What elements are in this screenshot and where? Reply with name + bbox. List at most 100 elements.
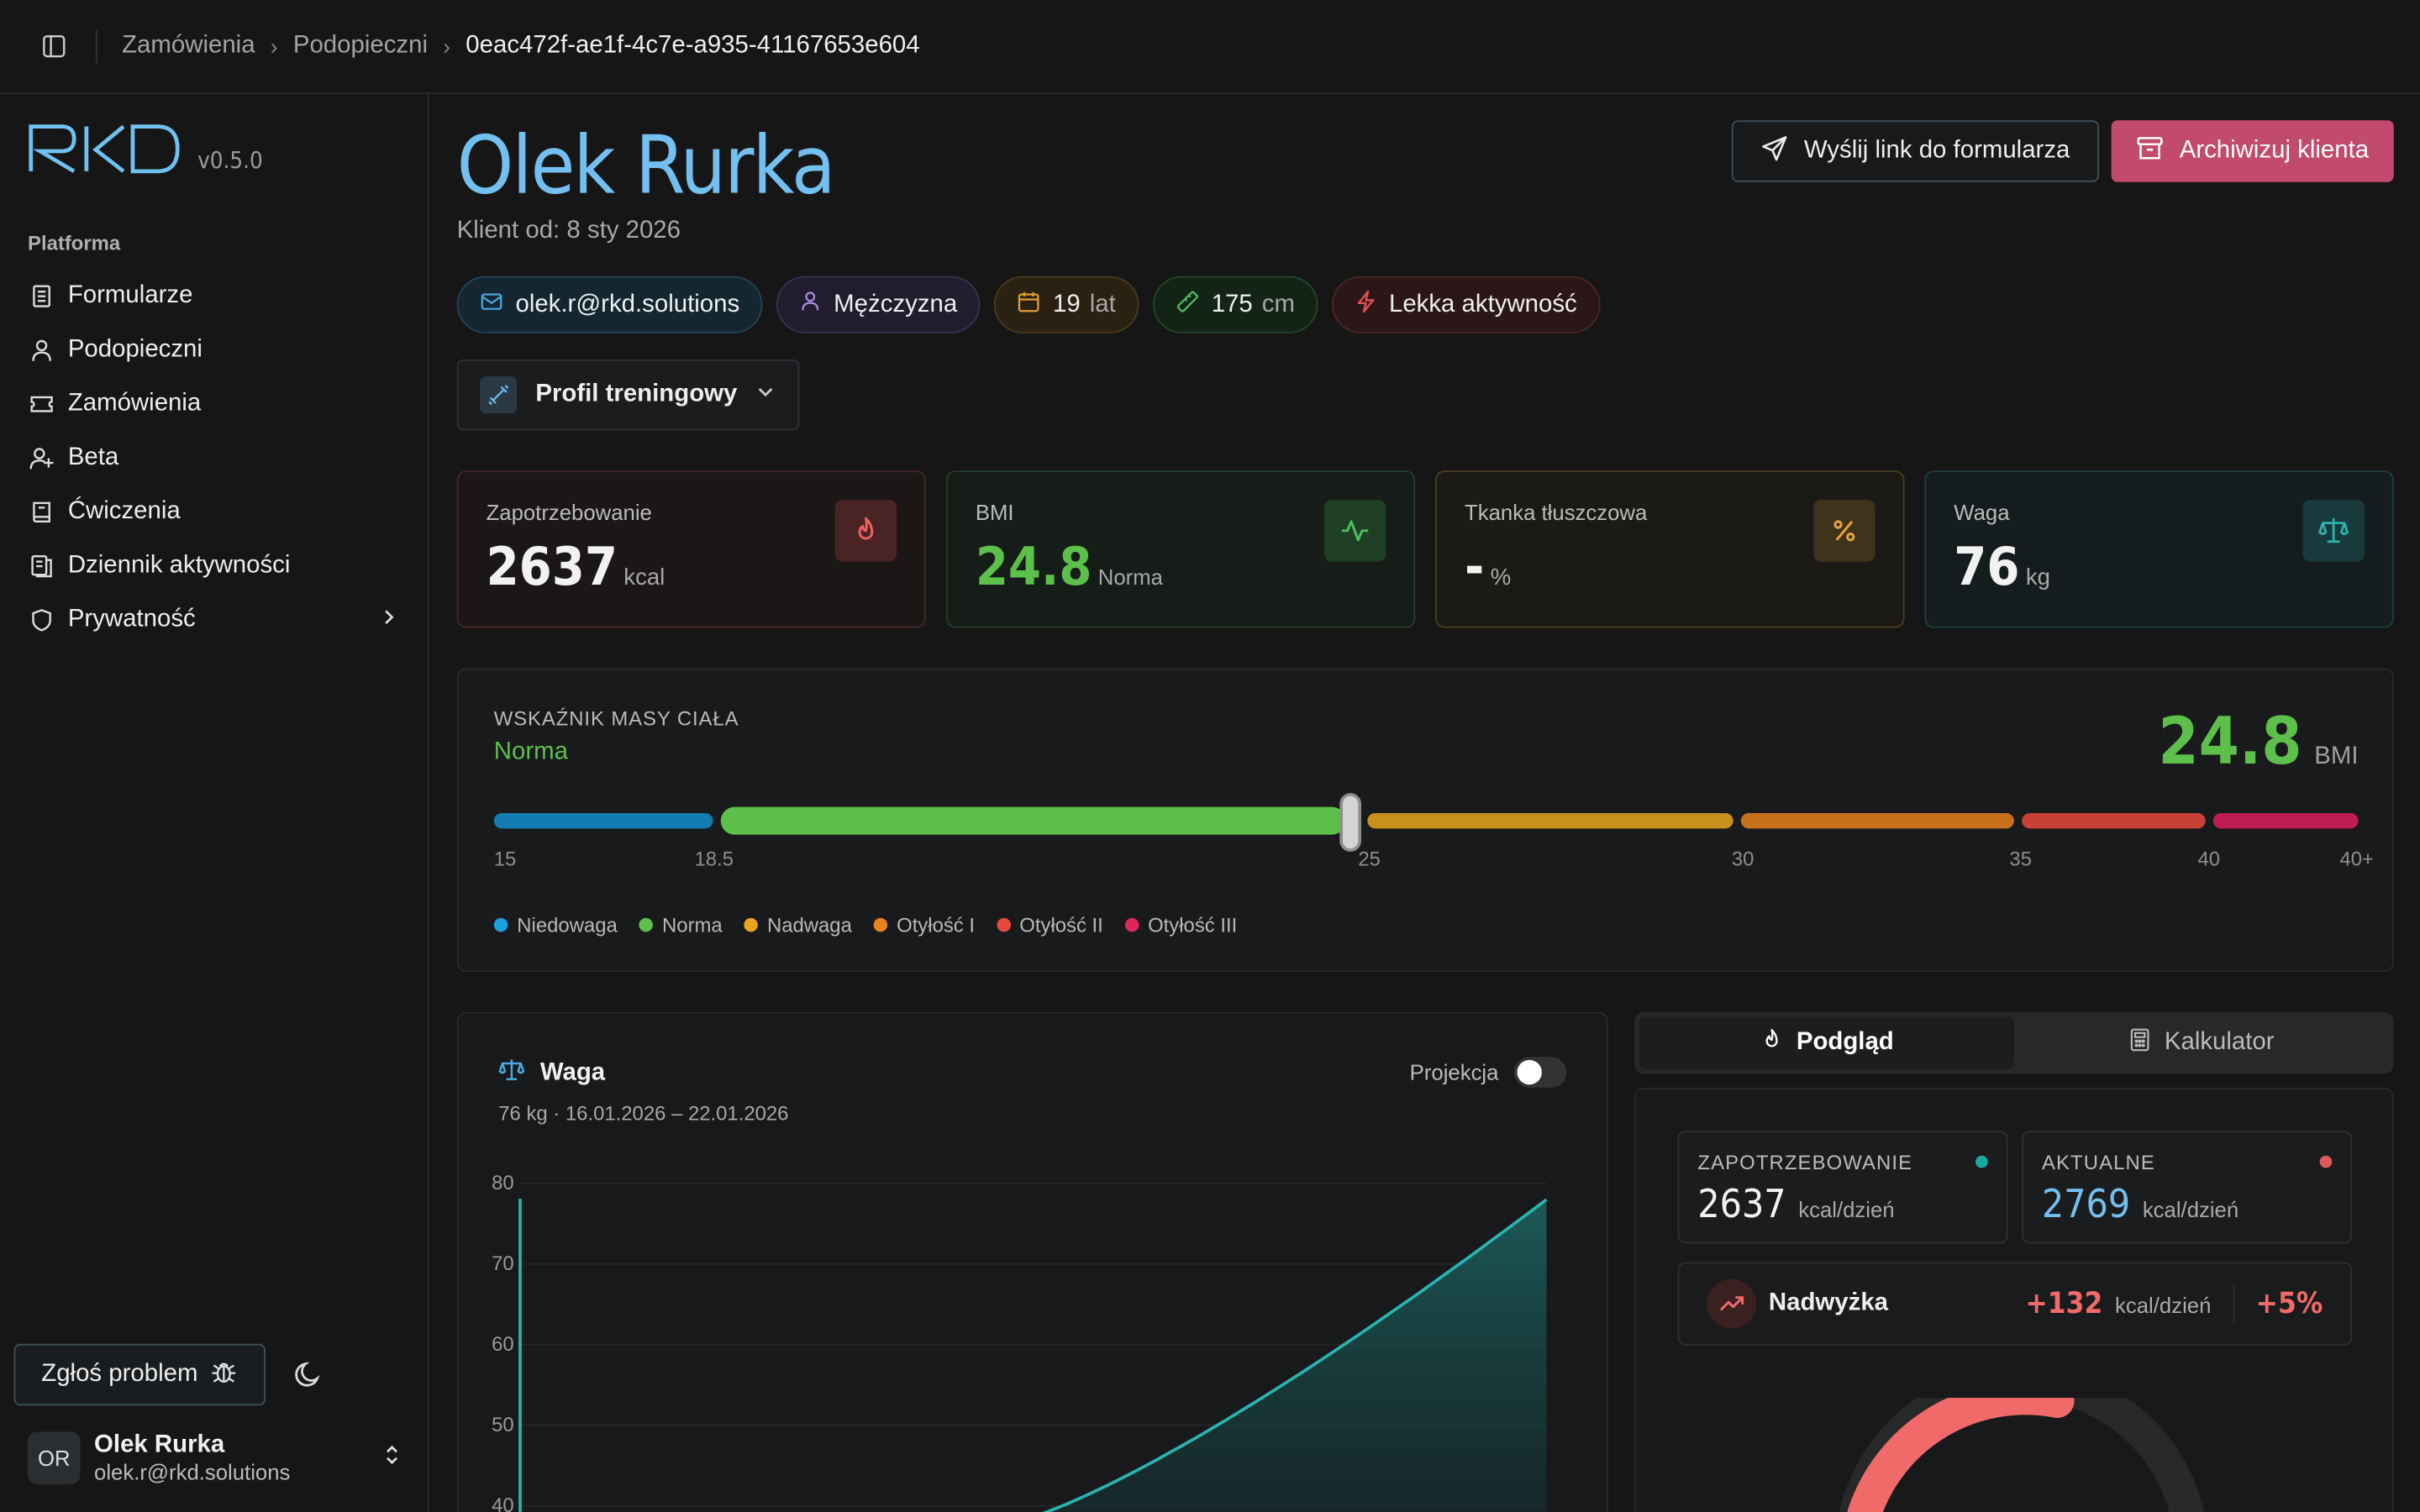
legend-label: Nadwaga (766, 913, 852, 937)
bmi-indicator-knob (1339, 793, 1362, 852)
tab-calculator[interactable]: Kalkulator (2014, 1016, 2389, 1068)
current-mini-label: AKTUALNE (2042, 1151, 2155, 1174)
age-unit: lat (1089, 291, 1116, 318)
bmi-bar-obesity-2 (2022, 812, 2206, 829)
send-form-link-button[interactable]: Wyślij link do formularza (1731, 120, 2099, 182)
breadcrumb-clients[interactable]: Podopieczni (292, 32, 428, 59)
app-version: v0.5.0 (197, 146, 263, 175)
nav-section-label: Platforma (28, 231, 121, 255)
book-icon (28, 497, 55, 525)
trending-up-icon (1707, 1278, 1757, 1329)
demand-unit: kcal (623, 564, 666, 591)
moon-icon[interactable] (290, 1356, 327, 1393)
chevron-right-icon: › (270, 34, 278, 59)
demand-mini-label: ZAPOTRZEBOWANIE (1697, 1151, 1913, 1174)
demand-mini-value: 2637 (1697, 1181, 1786, 1227)
bmi-bar-obesity-3 (2212, 812, 2359, 829)
sidebar-item-orders[interactable]: Zamówienia (15, 376, 413, 430)
tab-preview[interactable]: Podgląd (1639, 1016, 2014, 1069)
weight-chart-title-text: Waga (539, 1059, 606, 1087)
sidebar-item-beta[interactable]: Beta (15, 430, 413, 484)
current-mini-unit: kcal/dzień (2142, 1197, 2239, 1222)
client-since: Klient od: 8 sty 2026 (456, 217, 681, 244)
log-icon (28, 552, 55, 580)
report-problem-button[interactable]: Zgłoś problem (13, 1343, 266, 1406)
scale-icon (2302, 500, 2365, 562)
bmi-big-number: 24.8 (2158, 703, 2302, 780)
bmi-bar-obesity-1 (1740, 812, 2014, 829)
body-fat-value: - (1465, 537, 1485, 599)
page-title: Olek Rurka (456, 120, 836, 213)
archive-icon (2136, 134, 2164, 169)
weight-label: Waga (1954, 500, 2010, 525)
activity-chip: Lekka aktywność (1332, 276, 1601, 333)
sidebar-item-label: Beta (67, 444, 119, 470)
chevron-down-icon (755, 381, 774, 409)
legend-item: Otyłość I (873, 913, 975, 937)
sidebar: v0.5.0 Platforma Formularze Podopieczni … (0, 94, 429, 1512)
sidebar-item-activity-log[interactable]: Dziennik aktywności (15, 538, 413, 592)
flame-icon (1760, 1026, 1784, 1059)
bmi-tick: 40+ (2339, 847, 2375, 870)
breadcrumb-current: 0eac472f-ae1f-4c7e-a935-41167653e604 (466, 32, 920, 59)
height-unit: cm (1261, 291, 1295, 318)
sidebar-item-label: Formularze (67, 281, 193, 308)
calc-tabs: Podgląd Kalkulator (1634, 1011, 2394, 1074)
ticket-icon (28, 390, 55, 417)
send-icon (1760, 134, 1788, 169)
sidebar-toggle-icon[interactable] (37, 29, 71, 63)
bmi-stat-card: BMI 24.8 Norma (945, 470, 1416, 628)
sex-value: Mężczyzna (834, 291, 958, 318)
user-plus-icon (28, 444, 55, 471)
bmi-bar-overweight (1367, 812, 1733, 829)
legend-dot (493, 917, 508, 932)
bmi-scale-value: 24.8 BMI (2158, 704, 2358, 780)
user-name: Olek Rurka (94, 1431, 225, 1458)
current-mini-value: 2769 (2042, 1181, 2131, 1227)
topbar-divider (95, 29, 97, 64)
legend-label: Norma (662, 913, 723, 937)
y-tick-label: 50 (492, 1414, 514, 1436)
sidebar-item-label: Prywatność (67, 605, 196, 633)
projection-label: Projekcja (1409, 1059, 1499, 1085)
archive-client-button[interactable]: Archiwizuj klienta (2111, 120, 2394, 182)
weight-value: 76 (1954, 537, 2020, 599)
legend-item: Otyłość II (996, 913, 1103, 937)
user-email: olek.r@rkd.solutions (94, 1459, 291, 1484)
training-profile-dropdown[interactable]: Profil treningowy (456, 359, 800, 431)
bmi-tick: 15 (493, 847, 517, 870)
calendar-icon (1018, 289, 1041, 320)
sidebar-nav: Formularze Podopieczni Zamówienia Beta Ć… (15, 269, 413, 647)
surplus-value-row: +132 kcal/dzień (2025, 1287, 2211, 1320)
y-tick-label: 80 (492, 1172, 514, 1194)
legend-dot (996, 917, 1011, 932)
current-mini-card: AKTUALNE 2769 kcal/dzień (2022, 1131, 2353, 1244)
legend-item: Nadwaga (744, 913, 852, 937)
sidebar-item-clients[interactable]: Podopieczni (15, 323, 413, 376)
chevron-right-icon (380, 606, 398, 633)
demand-stat-card: Zapotrzebowanie 2637 kcal (456, 470, 927, 628)
flame-icon (834, 500, 897, 562)
legend-item: Niedowaga (493, 913, 618, 937)
projection-toggle[interactable] (1513, 1057, 1567, 1088)
bmi-tick: 25 (1358, 847, 1381, 870)
user-icon (800, 290, 822, 319)
weight-line (1042, 1198, 1548, 1512)
bmi-tick: 30 (1731, 847, 1754, 870)
sidebar-item-exercises[interactable]: Ćwiczenia (15, 485, 413, 538)
logo[interactable]: v0.5.0 (28, 122, 263, 175)
bmi-bar-underweight (493, 812, 713, 829)
email-chip[interactable]: olek.r@rkd.solutions (456, 276, 763, 333)
bmi-value-row: 24.8 Norma (976, 537, 1386, 607)
user-menu[interactable]: OR Olek Rurka olek.r@rkd.solutions (28, 1427, 413, 1488)
sidebar-item-privacy[interactable]: Prywatność (15, 592, 413, 646)
sidebar-item-forms[interactable]: Formularze (15, 269, 413, 323)
dumbbell-icon (480, 376, 518, 414)
height-chip: 175 cm (1152, 276, 1318, 333)
surplus-percent: +5% (2255, 1286, 2323, 1321)
weight-chart-subtitle: 76 kg · 16.01.2026 – 22.01.2026 (498, 1101, 789, 1125)
breadcrumb-orders[interactable]: Zamówienia (122, 32, 255, 59)
activity-pulse-icon (1323, 500, 1386, 562)
chevron-right-icon: › (443, 34, 450, 59)
legend-dot (744, 917, 758, 932)
